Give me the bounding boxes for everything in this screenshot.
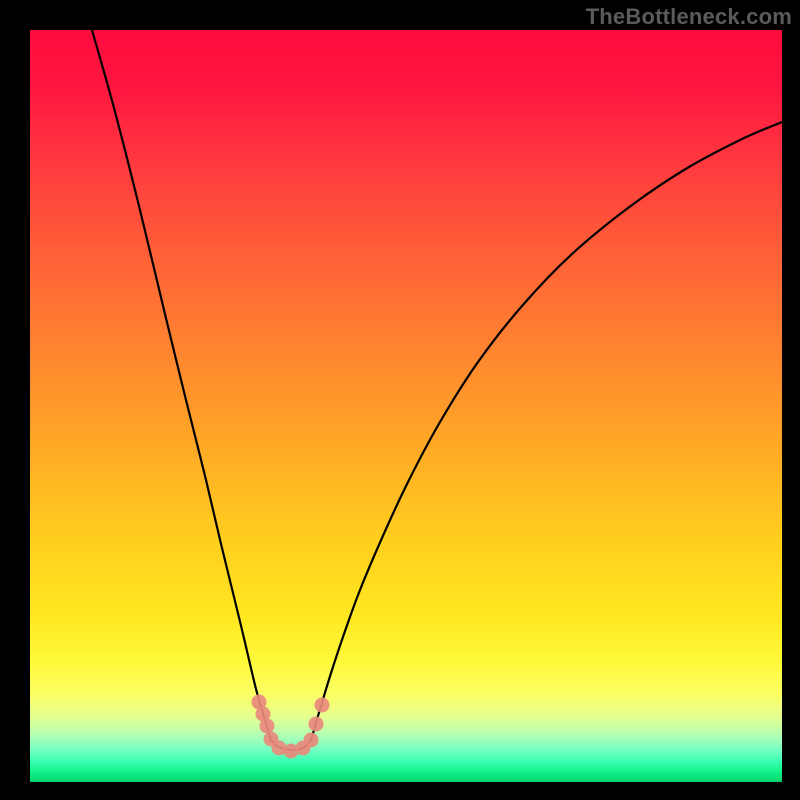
- marker-left: [260, 719, 275, 734]
- watermark-text: TheBottleneck.com: [586, 4, 792, 30]
- marker-right: [309, 717, 324, 732]
- plot-area: [30, 30, 782, 782]
- bottleneck-curve: [92, 30, 782, 750]
- marker-right: [304, 733, 319, 748]
- chart-container: TheBottleneck.com: [0, 0, 800, 800]
- marker-right: [315, 698, 330, 713]
- curve-overlay: [30, 30, 782, 782]
